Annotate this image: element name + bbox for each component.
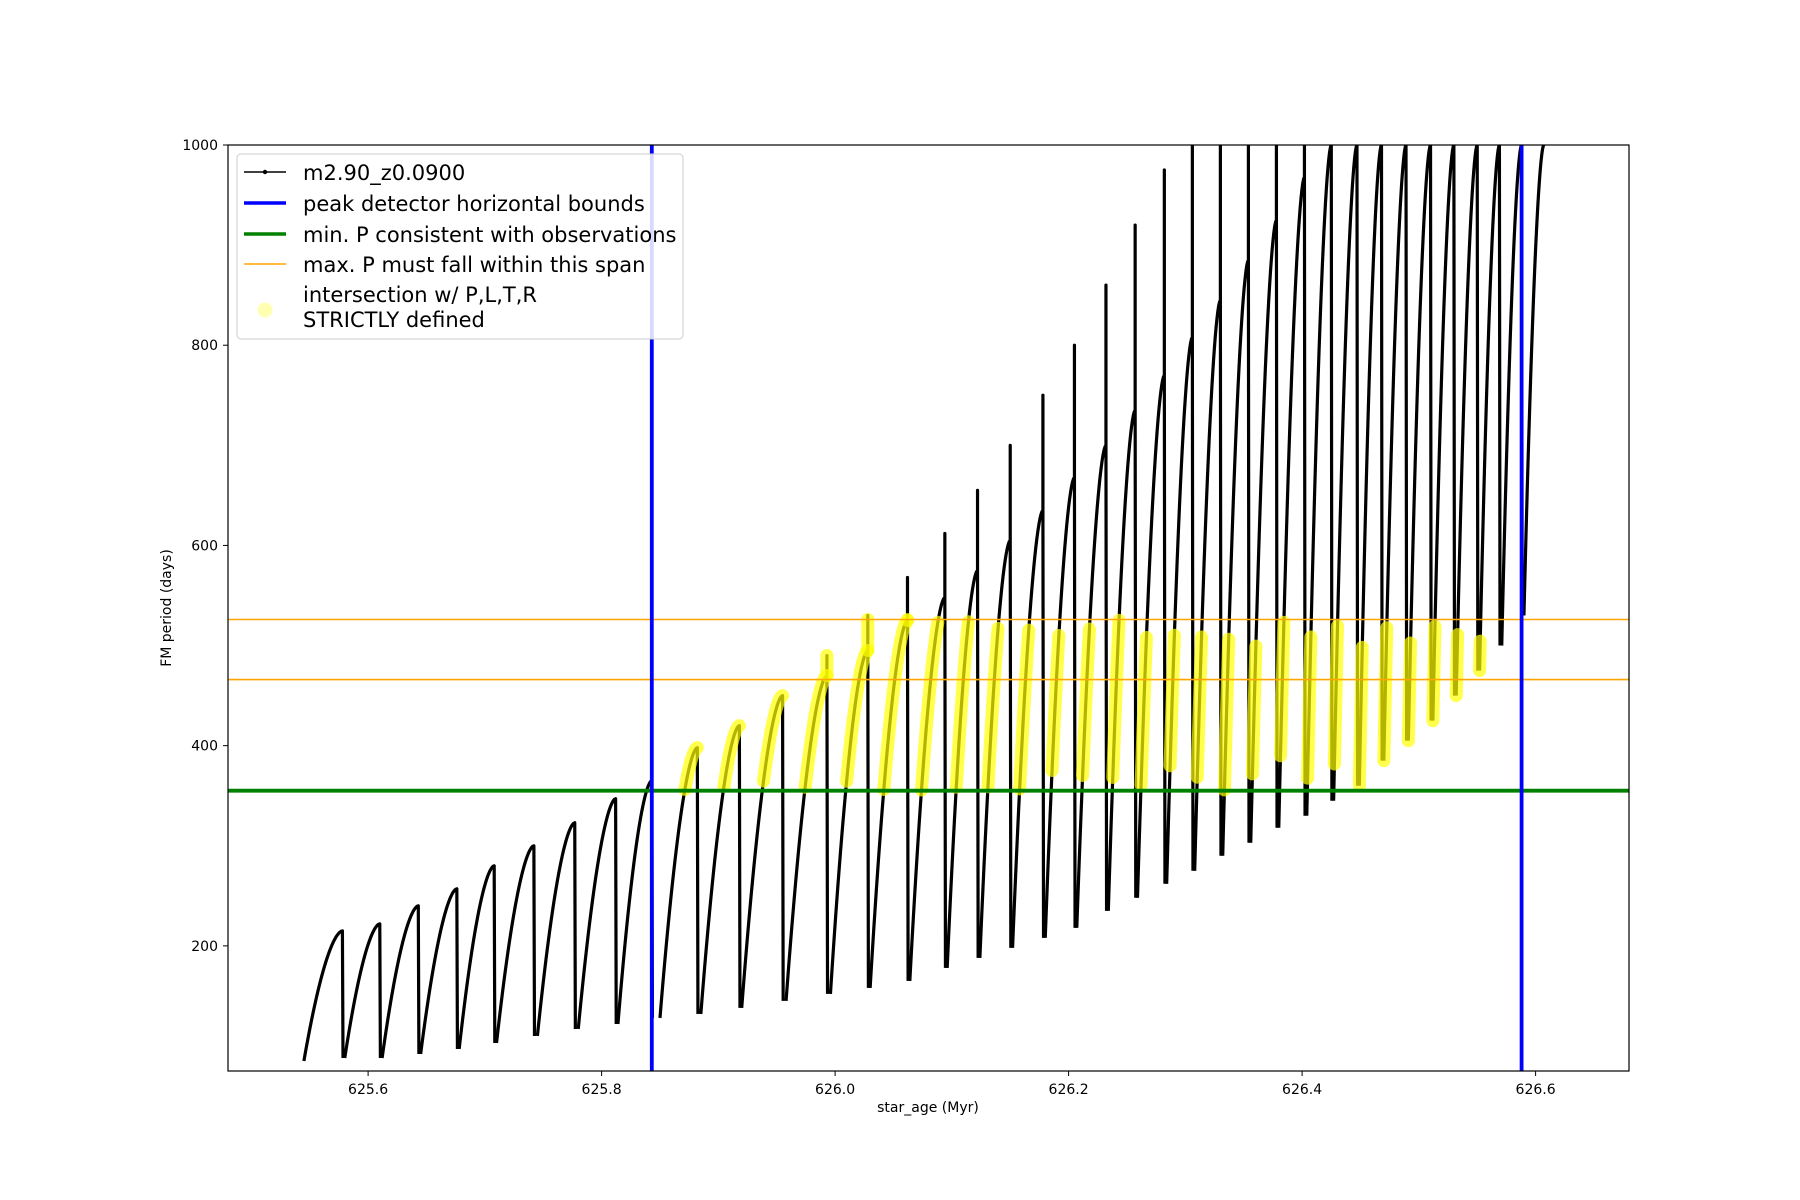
y-axis-ticks: 200 400 600 800 1000 (182, 138, 228, 955)
intersection-marker-band (1401, 636, 1418, 748)
legend-label-orange-max: max. P must fall within this span (303, 253, 645, 277)
intersection-marker-band (1106, 613, 1126, 784)
series-curve-cycle (1382, 145, 1409, 761)
legend: m2.90_z0.0900 peak detector horizontal b… (236, 153, 684, 340)
intersection-marker-band (678, 741, 704, 796)
series-curve-cycle (494, 844, 537, 1044)
series-curve-cycle (343, 922, 382, 1059)
y-tick-label: 400 (191, 739, 218, 755)
y-tick-label: 200 (191, 939, 218, 955)
series-curve-cycle (1043, 343, 1077, 938)
intersection-marker-band (717, 719, 746, 793)
plot-frame (227, 144, 1630, 1072)
intersection-marker-band (1273, 615, 1291, 763)
series-curve-cycle (380, 904, 421, 1059)
x-tick-label: 625.8 (582, 1082, 622, 1098)
x-tick-label: 626.2 (1049, 1082, 1089, 1098)
intersection-marker-band (1134, 631, 1153, 792)
y-tick-label: 1000 (182, 138, 218, 154)
intersection-marker-band (1245, 639, 1263, 781)
legend-label-green-min: min. P consistent with observations (303, 223, 676, 247)
legend-box (236, 153, 684, 340)
intersection-marker-band (1377, 621, 1394, 768)
y-axis-label: FM period (days) (159, 549, 175, 667)
series-curve-cycle (1477, 145, 1502, 671)
intersection-marker-band (914, 615, 945, 797)
intersection-markers-group (678, 613, 1487, 797)
y-tick-label: 600 (191, 538, 218, 554)
x-tick-label: 626.0 (815, 1082, 855, 1098)
series-curve-cycle (302, 929, 345, 1062)
series-curve-cycle (1406, 145, 1433, 741)
series-curve-cycle (535, 821, 577, 1037)
intersection-marker-band (1045, 629, 1066, 777)
intersection-marker-band (1301, 630, 1318, 785)
legend-label-curve: m2.90_z0.0900 (303, 161, 465, 186)
intersection-marker-band (877, 614, 914, 797)
legend-label-yellow-line2: STRICTLY defined (303, 308, 485, 332)
intersection-marker-band (1076, 622, 1096, 783)
intersection-marker-band (1426, 619, 1442, 728)
intersection-marker-band (1190, 630, 1209, 784)
x-tick-label: 626.4 (1282, 1082, 1322, 1098)
series-curve-cycle (457, 864, 497, 1050)
intersection-marker-band (1473, 634, 1487, 678)
y-tick-label: 800 (191, 338, 218, 354)
legend-swatch-yellow-marker (257, 302, 273, 318)
legend-label-yellow-line1: intersection w/ P,L,T,R (303, 283, 537, 307)
intersection-marker-band (798, 669, 834, 794)
series-curve-cycle (1454, 145, 1480, 696)
intersection-marker-band (1352, 640, 1369, 793)
intersection-marker-band (1327, 619, 1345, 771)
series-curve-cycle (419, 887, 460, 1055)
series-curve-cycle (576, 797, 618, 1030)
series-curve-cycle (1357, 145, 1384, 786)
intersection-marker-band (981, 621, 1005, 794)
reference-lines-group (228, 145, 1629, 1071)
intersection-marker-band (1013, 623, 1036, 796)
x-tick-label: 625.6 (348, 1082, 388, 1098)
intersection-marker-band (1163, 628, 1181, 773)
x-tick-label: 626.6 (1516, 1082, 1556, 1098)
x-axis-label: star_age (Myr) (877, 1100, 979, 1116)
series-curve-cycle (1010, 393, 1046, 948)
intersection-marker-band (949, 615, 975, 794)
intersection-marker-band (1449, 628, 1465, 703)
series-curve-cycle (1522, 145, 1546, 616)
series-curve-cycle (1075, 283, 1109, 928)
series-curve-cycle (1500, 145, 1524, 646)
plot-area (228, 145, 1629, 1071)
legend-swatch-curve-marker (262, 169, 268, 175)
intersection-marker-band (840, 644, 875, 788)
series-curve-cycle (1431, 145, 1457, 721)
legend-label-blue-bounds: peak detector horizontal bounds (303, 192, 645, 216)
x-axis-ticks: 625.6 625.8 626.0 626.2 626.4 626.6 (348, 1071, 1556, 1098)
intersection-marker-band (1217, 632, 1236, 797)
intersection-marker-band (756, 689, 790, 788)
